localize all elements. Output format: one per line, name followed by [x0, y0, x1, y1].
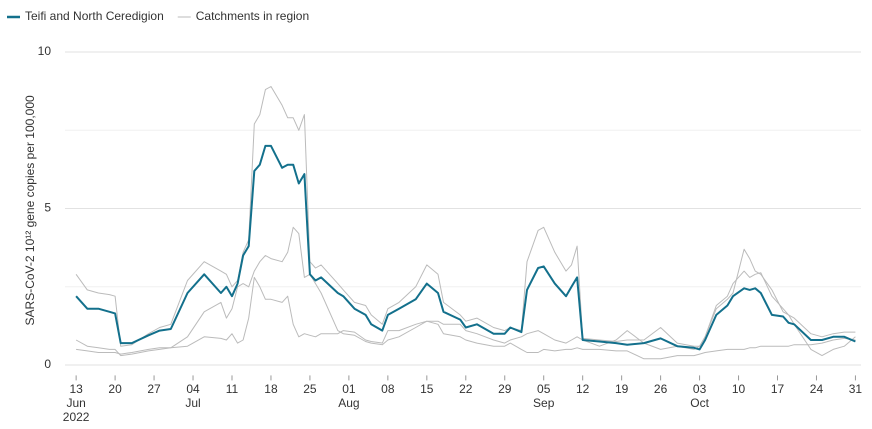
x-tick-label-line: 01 [342, 382, 356, 396]
x-tick-label-line: 25 [303, 382, 317, 396]
x-tick-label-line: Sep [533, 396, 555, 410]
x-tick-label-line: Jul [185, 396, 200, 410]
x-tick-label: 08 [381, 382, 395, 396]
x-tick-label: 24 [810, 382, 824, 396]
x-tick-label-line: 2022 [63, 410, 90, 424]
x-tick-label-line: 15 [420, 382, 434, 396]
x-tick-label: 01 Aug [338, 382, 359, 410]
x-tick-label: 15 [420, 382, 434, 396]
x-tick-label-line: 27 [147, 382, 161, 396]
x-tick-label: 29 [498, 382, 512, 396]
x-tick-label-line: 03 [693, 382, 707, 396]
x-tick-label-line: 31 [849, 382, 863, 396]
series-line [76, 248, 856, 357]
series-line [75, 86, 856, 347]
y-axis-label: SARS-CoV-2 10¹² gene copies per 100,000 [23, 95, 37, 325]
legend-label: Catchments in region [196, 9, 309, 23]
x-tick-label: 11 [226, 382, 239, 396]
y-tick-label: 10 [38, 44, 52, 58]
x-tick-label-line: 05 [537, 382, 551, 396]
x-tick-label: 26 [654, 382, 668, 396]
x-tick-label-line: Oct [690, 396, 709, 410]
x-tick-label-line: 24 [810, 382, 824, 396]
x-tick-label: 05 Sep [533, 382, 555, 410]
x-tick-label: 04 Jul [185, 382, 200, 410]
x-tick-label-line: 26 [654, 382, 668, 396]
series-line [75, 226, 856, 360]
x-tick-label: 22 [459, 382, 473, 396]
x-tick-label: 12 [576, 382, 590, 396]
x-tick-label-line: Aug [338, 396, 359, 410]
x-tick-label-line: 18 [264, 382, 278, 396]
x-tick-label: 27 [147, 382, 161, 396]
x-tick-label-line: 04 [186, 382, 200, 396]
x-tick-label-line: 11 [226, 382, 239, 396]
x-tick-label-line: 20 [108, 382, 122, 396]
y-tick-label: 0 [44, 357, 51, 371]
x-tick-label-line: 08 [381, 382, 395, 396]
x-tick-label-line: 19 [615, 382, 629, 396]
x-tick-label: 19 [615, 382, 629, 396]
x-tick-label: 10 [732, 382, 746, 396]
x-tick-label-line: 12 [576, 382, 590, 396]
x-tick-label: 17 [771, 382, 785, 396]
x-tick-label: 31 [849, 382, 863, 396]
x-tick-label-line: 10 [732, 382, 746, 396]
x-tick-label-line: 22 [459, 382, 473, 396]
x-tick-label-line: Jun [66, 396, 85, 410]
x-tick-label: 20 [108, 382, 122, 396]
x-tick-label-line: 29 [498, 382, 512, 396]
x-tick-label-line: 17 [771, 382, 785, 396]
series-line [75, 144, 856, 351]
x-tick-label: 13 Jun 2022 [63, 382, 90, 424]
x-tick-label-line: 13 [69, 382, 83, 396]
y-tick-label: 5 [44, 201, 51, 215]
legend-label: Teifi and North Ceredigion [25, 9, 164, 23]
x-tick-label: 18 [264, 382, 278, 396]
x-tick-label: 25 [303, 382, 317, 396]
x-tick-label: 03 Oct [690, 382, 709, 410]
